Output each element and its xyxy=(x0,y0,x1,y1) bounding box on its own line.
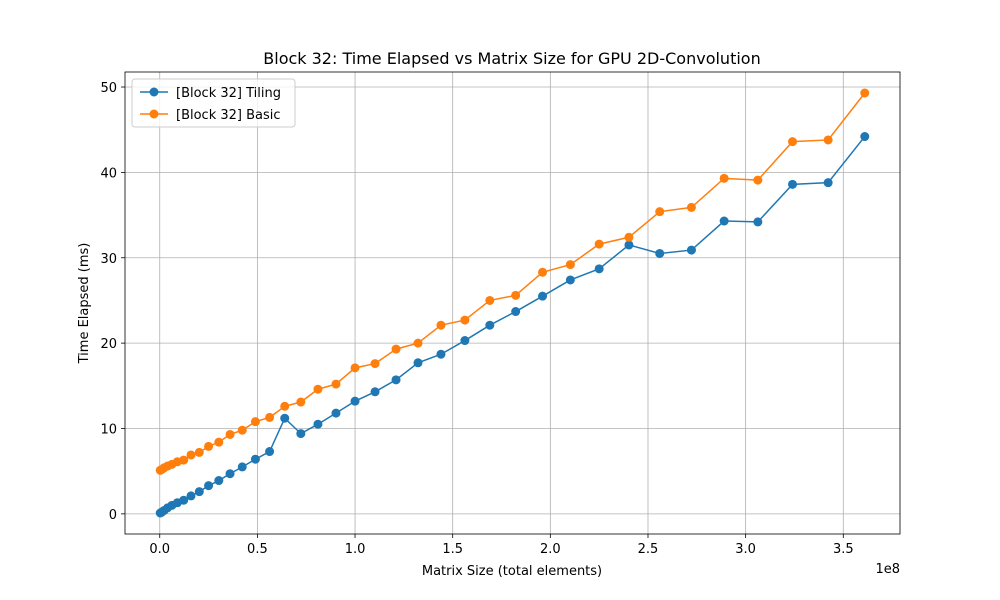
data-point xyxy=(823,178,833,188)
data-point xyxy=(313,419,323,429)
y-tick-label: 50 xyxy=(100,81,117,96)
data-point xyxy=(237,462,247,472)
data-point xyxy=(788,179,798,189)
data-point xyxy=(186,491,196,501)
data-point xyxy=(214,476,224,486)
data-point xyxy=(436,349,446,359)
x-tick-label: 3.5 xyxy=(833,542,854,557)
data-point xyxy=(204,441,214,451)
legend-marker xyxy=(149,87,159,97)
chart-title: Block 32: Time Elapsed vs Matrix Size fo… xyxy=(263,49,760,68)
x-tick-label: 2.0 xyxy=(540,542,561,557)
data-point xyxy=(225,469,235,479)
data-point xyxy=(194,487,204,497)
data-point xyxy=(265,447,275,457)
y-tick-label: 20 xyxy=(100,337,117,352)
y-tick-label: 0 xyxy=(109,508,117,523)
x-tick-label: 1.0 xyxy=(345,542,366,557)
data-point xyxy=(179,455,189,465)
data-point xyxy=(225,429,235,439)
data-point xyxy=(624,232,634,242)
data-point xyxy=(413,338,423,348)
y-tick-label: 40 xyxy=(100,166,117,181)
data-point xyxy=(280,413,290,423)
data-point xyxy=(823,135,833,145)
data-point xyxy=(624,240,634,250)
data-point xyxy=(250,454,260,464)
data-point xyxy=(391,344,401,354)
data-point xyxy=(538,291,548,301)
data-point xyxy=(237,425,247,435)
legend-marker xyxy=(149,109,159,119)
data-point xyxy=(860,88,870,98)
data-point xyxy=(686,245,696,255)
legend-box xyxy=(131,78,296,128)
data-point xyxy=(565,260,575,270)
data-point xyxy=(331,408,341,418)
data-point xyxy=(860,132,870,142)
data-point xyxy=(436,320,446,330)
data-point xyxy=(214,437,224,447)
x-offset-label: 1e8 xyxy=(875,562,900,577)
data-point xyxy=(511,290,521,300)
data-point xyxy=(719,216,729,226)
data-point xyxy=(350,363,360,373)
data-point xyxy=(296,397,306,407)
data-point xyxy=(313,384,323,394)
data-point xyxy=(686,202,696,212)
data-point xyxy=(594,264,604,274)
data-point xyxy=(280,401,290,411)
data-point xyxy=(538,267,548,277)
data-point xyxy=(753,175,763,185)
plot-frame xyxy=(124,71,901,535)
data-point xyxy=(413,358,423,368)
data-point xyxy=(485,320,495,330)
legend-label: [Block 32] Tiling xyxy=(176,86,281,101)
data-point xyxy=(296,429,306,439)
x-tick-label: 1.5 xyxy=(442,542,463,557)
data-point xyxy=(594,239,604,249)
data-point xyxy=(719,173,729,183)
data-point xyxy=(485,295,495,305)
legend: [Block 32] Tiling [Block 32] Basic xyxy=(131,78,296,128)
data-point xyxy=(511,307,521,317)
data-point xyxy=(265,412,275,422)
data-point xyxy=(331,379,341,389)
data-point xyxy=(204,481,214,491)
x-tick-label: 2.5 xyxy=(638,542,659,557)
x-tick-label: 3.0 xyxy=(735,542,756,557)
data-point xyxy=(370,359,380,369)
y-tick-label: 10 xyxy=(100,422,117,437)
data-point xyxy=(370,387,380,397)
data-point xyxy=(460,336,470,346)
legend-label: [Block 32] Basic xyxy=(176,108,281,123)
x-tick-label: 0.0 xyxy=(149,542,170,557)
data-point xyxy=(250,417,260,427)
series-line xyxy=(159,136,866,514)
y-axis-label: Time Elapsed (ms) xyxy=(77,243,92,365)
data-point xyxy=(194,447,204,457)
data-point xyxy=(655,248,665,258)
data-point xyxy=(350,396,360,406)
data-point xyxy=(460,315,470,325)
data-point xyxy=(391,375,401,385)
data-point xyxy=(565,275,575,285)
data-point xyxy=(179,495,189,505)
x-axis-label: Matrix Size (total elements) xyxy=(422,564,602,579)
x-tick-label: 0.5 xyxy=(247,542,268,557)
y-tick-label: 30 xyxy=(100,252,117,267)
data-point xyxy=(186,450,196,460)
series-line xyxy=(159,92,866,471)
data-point xyxy=(788,137,798,147)
data-point xyxy=(753,217,763,227)
data-point xyxy=(655,207,665,217)
